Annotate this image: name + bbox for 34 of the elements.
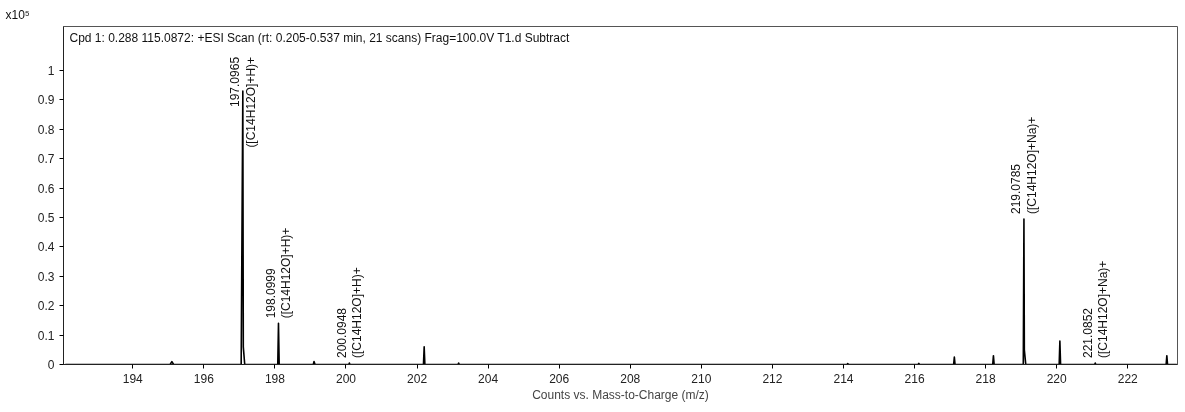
y-tick-label: 0.4 [37, 240, 55, 255]
x-tick-label: 212 [762, 371, 783, 386]
x-tick-label: 210 [691, 371, 712, 386]
y-tick-label: 0.7 [37, 152, 55, 167]
x-tick-label: 208 [620, 371, 641, 386]
annotation: 198.0999 ([C14H12O]+H)+ [263, 227, 294, 319]
y-tick-label: 1 [47, 64, 55, 79]
x-tick-label: 220 [1046, 371, 1068, 386]
x-axis-title: Counts vs. Mass-to-Charge (m/z) [532, 387, 709, 402]
y-tick-label: 0.8 [37, 122, 55, 137]
annotation: 200.0948 ([C14H12O]+H)+ [334, 267, 365, 359]
x-tick-label: 202 [407, 371, 428, 386]
annotation: 221.0852 ([C14H12O]+Na)+ [1080, 260, 1110, 359]
y-tick-label: 0.3 [37, 269, 55, 284]
y-axis-title: x10⁵ [5, 7, 30, 22]
x-tick-label: 206 [549, 371, 570, 386]
x-tick-label: 200 [335, 371, 357, 386]
x-tick-label: 222 [1117, 371, 1139, 386]
x-tick-label: 214 [833, 371, 854, 386]
y-tick-label: 0.5 [37, 211, 55, 226]
x-tick-label: 204 [478, 371, 499, 386]
annotation: 219.0785 ([C14H12O]+Na)+ [1009, 116, 1039, 215]
y-tick-label: 0.2 [37, 299, 55, 314]
annotation: 197.0965 ([C14H12O]+H)+ [228, 56, 258, 148]
y-tick-label: 0.1 [37, 328, 55, 343]
y-tick-label: 0.9 [37, 93, 55, 108]
y-tick-label: 0 [47, 358, 55, 372]
x-tick-label: 218 [975, 371, 996, 386]
x-tick-label: 216 [904, 371, 925, 386]
x-tick-label: 196 [193, 371, 215, 386]
x-tick-label: 194 [122, 371, 144, 386]
y-tick-label: 0.6 [37, 181, 55, 196]
chart-title: Cpd 1: 0.288 115.0872: +ESI Scan (rt: 0.205-0.537 min, 21 scans) Frag=100.0V T1.d Subtract [69, 30, 571, 45]
x-tick-label: 198 [264, 371, 286, 386]
